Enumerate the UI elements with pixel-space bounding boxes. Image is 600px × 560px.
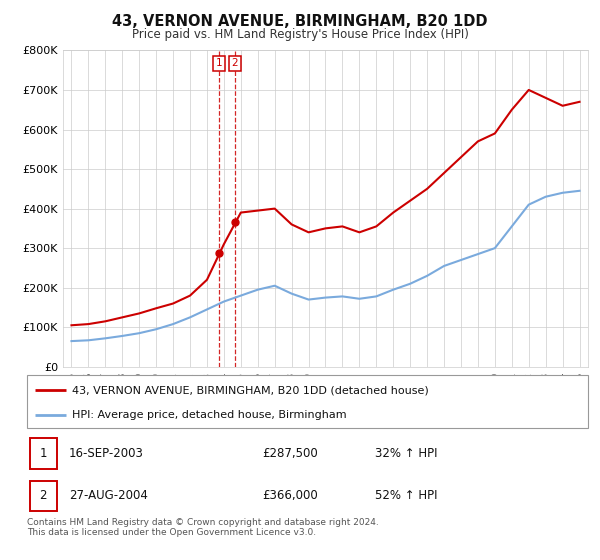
Text: HPI: Average price, detached house, Birmingham: HPI: Average price, detached house, Birm… bbox=[72, 410, 347, 420]
Text: £287,500: £287,500 bbox=[263, 447, 319, 460]
Text: 43, VERNON AVENUE, BIRMINGHAM, B20 1DD (detached house): 43, VERNON AVENUE, BIRMINGHAM, B20 1DD (… bbox=[72, 385, 428, 395]
Text: 32% ↑ HPI: 32% ↑ HPI bbox=[375, 447, 437, 460]
FancyBboxPatch shape bbox=[27, 375, 588, 428]
Text: Price paid vs. HM Land Registry's House Price Index (HPI): Price paid vs. HM Land Registry's House … bbox=[131, 28, 469, 41]
Text: 1: 1 bbox=[40, 447, 47, 460]
FancyBboxPatch shape bbox=[30, 438, 57, 469]
Text: 16-SEP-2003: 16-SEP-2003 bbox=[69, 447, 144, 460]
Text: 2: 2 bbox=[232, 58, 238, 68]
Text: £366,000: £366,000 bbox=[263, 489, 319, 502]
Text: 27-AUG-2004: 27-AUG-2004 bbox=[69, 489, 148, 502]
FancyBboxPatch shape bbox=[30, 480, 57, 511]
Text: Contains HM Land Registry data © Crown copyright and database right 2024.
This d: Contains HM Land Registry data © Crown c… bbox=[27, 518, 379, 538]
Text: 2: 2 bbox=[40, 489, 47, 502]
Text: 52% ↑ HPI: 52% ↑ HPI bbox=[375, 489, 437, 502]
Text: 43, VERNON AVENUE, BIRMINGHAM, B20 1DD: 43, VERNON AVENUE, BIRMINGHAM, B20 1DD bbox=[112, 14, 488, 29]
Text: 1: 1 bbox=[215, 58, 222, 68]
